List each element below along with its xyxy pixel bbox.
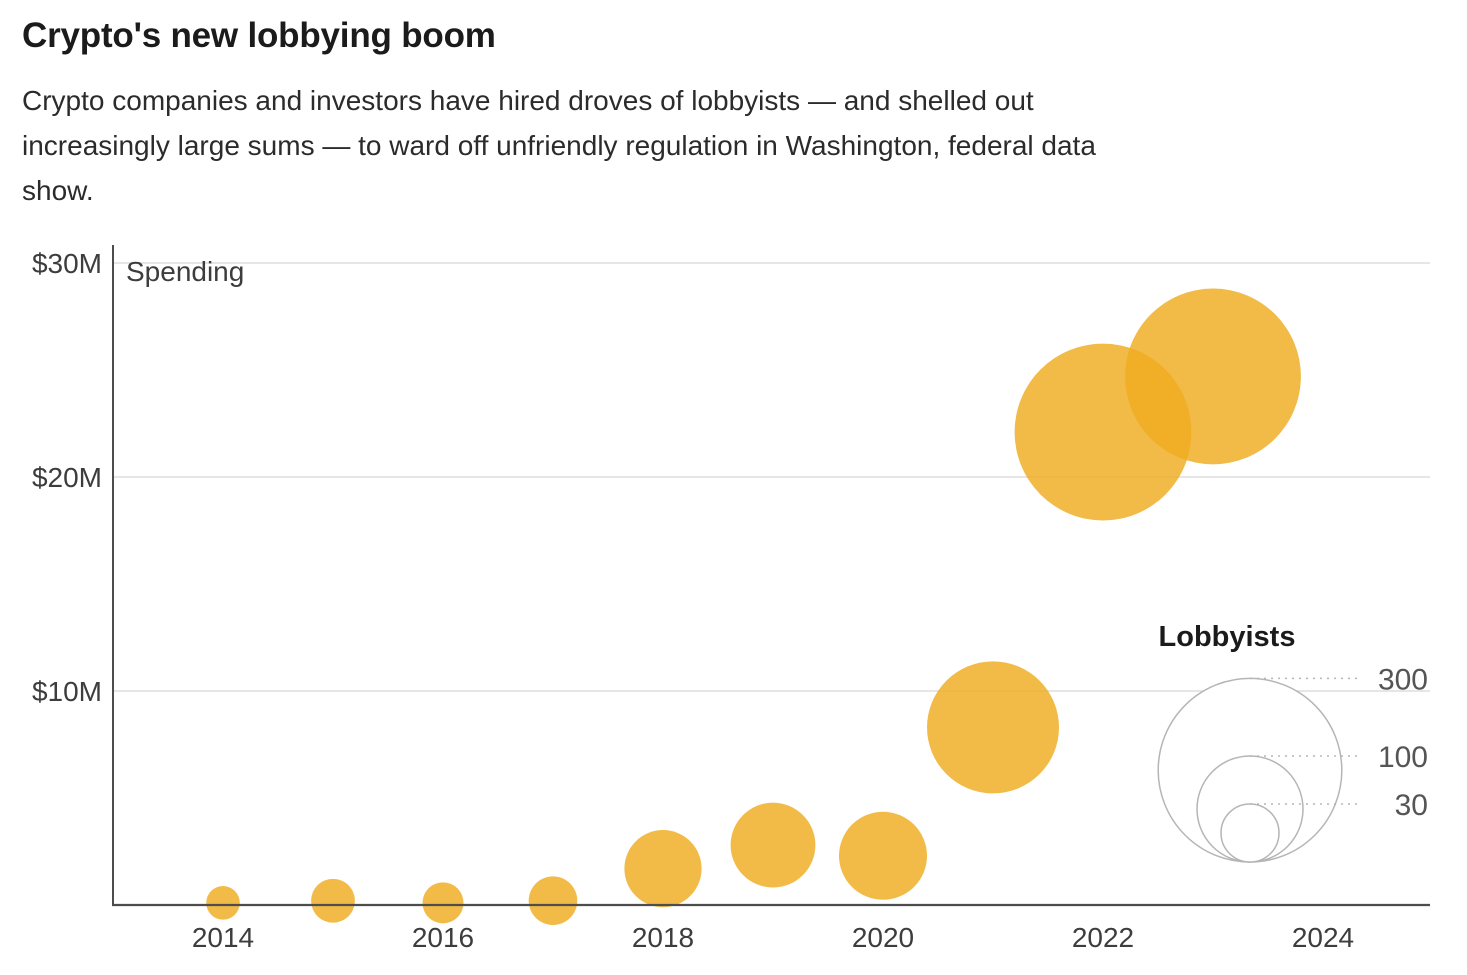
x-tick-label-2020: 2020	[852, 922, 914, 953]
bubble-2016	[422, 882, 464, 924]
legend-size-label-30: 30	[1395, 789, 1428, 822]
legend-circle-30	[1220, 803, 1280, 863]
y-tick-label-10m: $10M	[32, 676, 102, 707]
bubble-2020	[839, 811, 927, 900]
chart-subtitle: Crypto companies and investors have hire…	[22, 78, 1434, 213]
subtitle-line-3: show.	[22, 175, 94, 206]
x-tick-label-2016: 2016	[412, 922, 474, 953]
x-tick-label-2024: 2024	[1292, 922, 1354, 953]
bubble-2018	[624, 830, 702, 908]
bubble-2015	[311, 878, 355, 923]
y-tick-label-20m: $20M	[32, 462, 102, 493]
subtitle-line-1: Crypto companies and investors have hire…	[22, 85, 1034, 116]
bubble-2023	[1125, 288, 1301, 465]
y-tick-label-30m: $30M	[32, 248, 102, 279]
chart-header: Crypto's new lobbying boom Crypto compan…	[22, 14, 1434, 213]
bubble-2019	[730, 802, 816, 888]
bubble-2014	[206, 886, 240, 920]
legend-title: Lobbyists	[1159, 621, 1296, 653]
bubble-2017	[528, 876, 578, 926]
chart-title: Crypto's new lobbying boom	[22, 16, 496, 55]
x-tick-label-2014: 2014	[192, 922, 254, 953]
bubble-2021	[927, 661, 1059, 794]
legend-size-label-300: 300	[1378, 663, 1428, 696]
x-tick-label-2022: 2022	[1072, 922, 1134, 953]
legend-size-label-100: 100	[1378, 741, 1428, 774]
x-tick-label-2018: 2018	[632, 922, 694, 953]
subtitle-line-2: increasingly large sums — to ward off un…	[22, 130, 1096, 161]
y-axis-title: Spending	[126, 256, 244, 287]
